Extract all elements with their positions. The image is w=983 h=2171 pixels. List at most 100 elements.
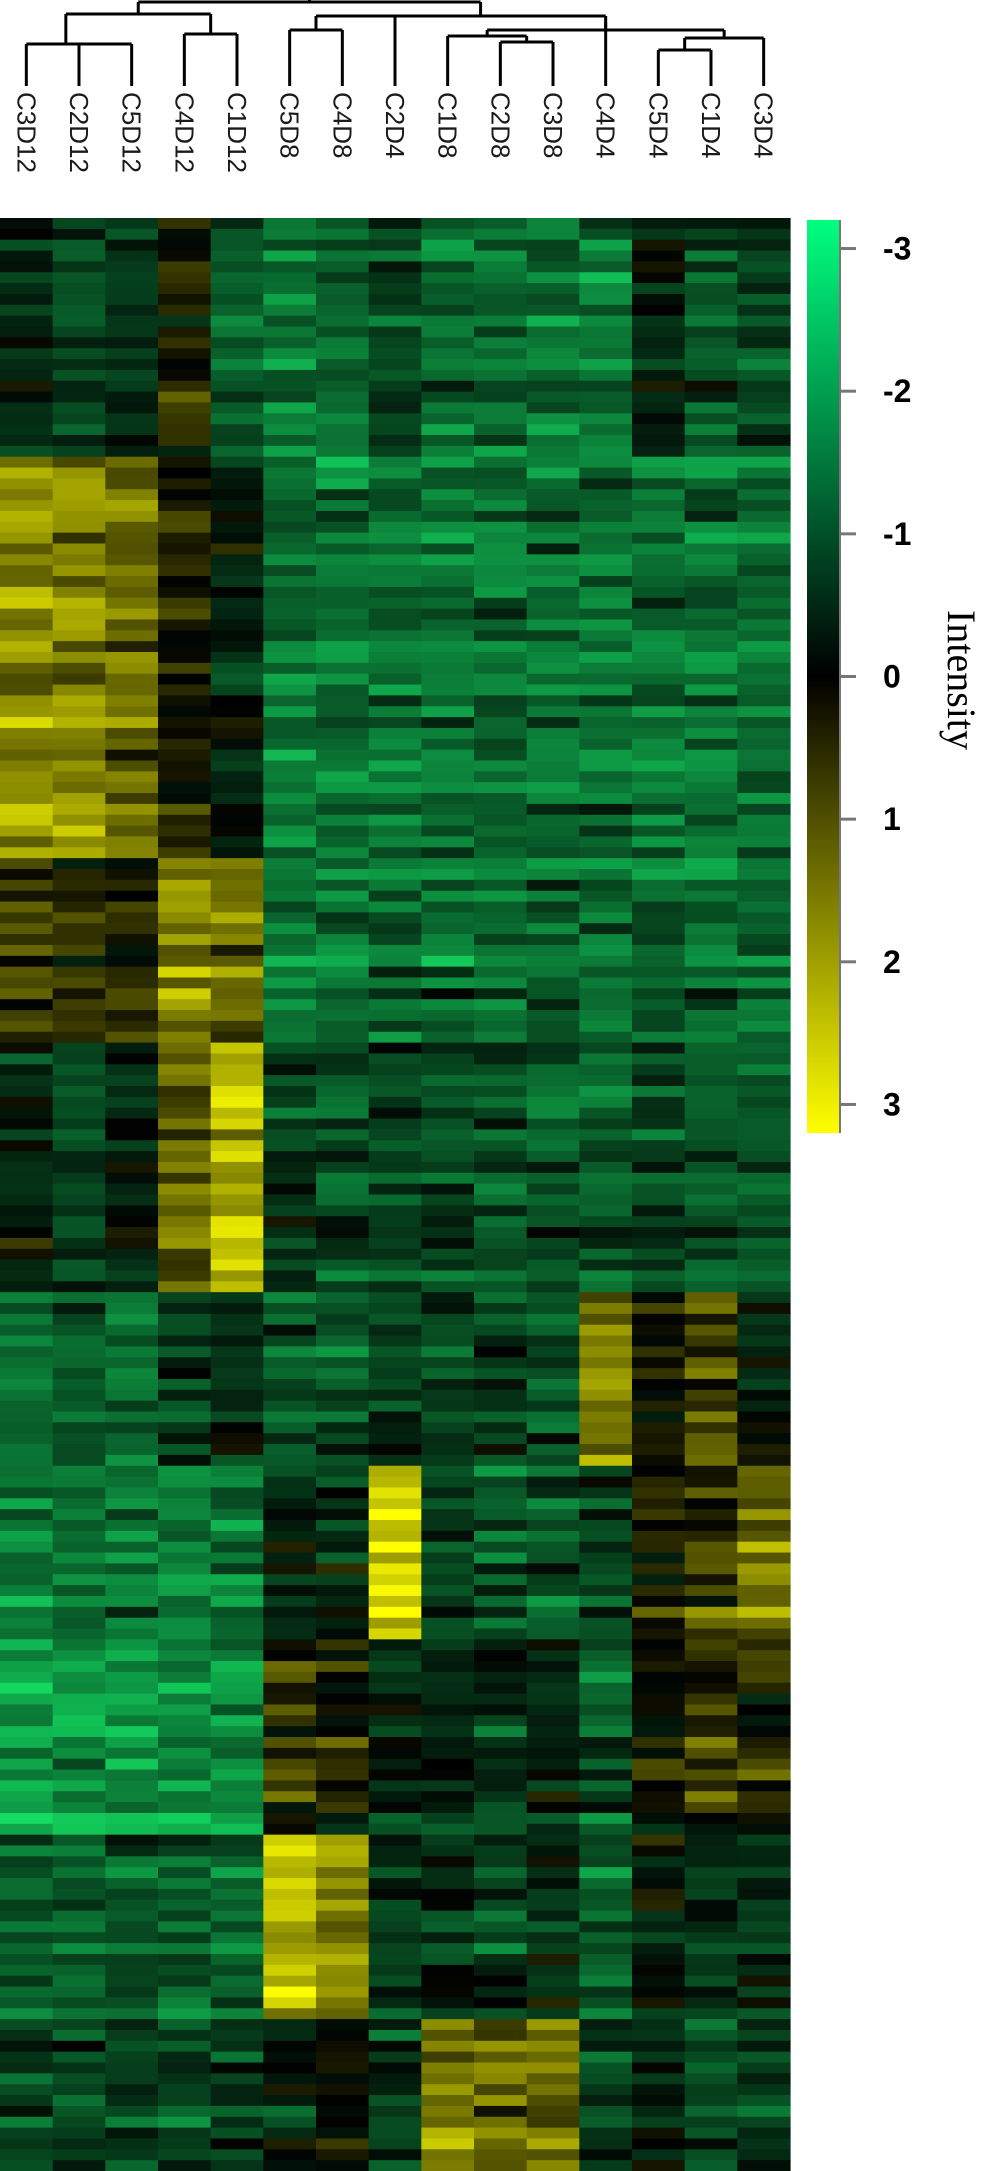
heatmap-cell	[158, 2116, 212, 2129]
heatmap-cell	[316, 315, 370, 328]
heatmap-cell	[579, 1791, 633, 1803]
heatmap-cell	[737, 554, 791, 566]
heatmap-cell	[0, 1899, 54, 1912]
heatmap-cell	[579, 1411, 633, 1423]
heatmap-cell	[105, 1737, 159, 1749]
heatmap-cell	[737, 1335, 791, 1347]
heatmap-cell	[579, 456, 633, 469]
heatmap-cell	[105, 1997, 159, 2009]
heatmap-cell	[158, 1194, 212, 1206]
heatmap-cell	[421, 2073, 475, 2085]
heatmap-cell	[210, 445, 264, 458]
heatmap-cell	[52, 2105, 106, 2118]
heatmap-cell	[421, 630, 475, 642]
heatmap-cell	[737, 261, 791, 273]
heatmap-cell	[579, 1628, 633, 1640]
heatmap-cell	[52, 532, 106, 545]
heatmap-cell	[579, 869, 633, 881]
heatmap-cell	[263, 901, 317, 913]
heatmap-cell	[158, 825, 212, 838]
heatmap-cell	[210, 1498, 264, 1510]
heatmap-cell	[737, 1888, 791, 1901]
heatmap-cell	[105, 1140, 159, 1152]
heatmap-cell	[158, 2051, 212, 2064]
heatmap-cell	[737, 565, 791, 577]
heatmap-cell	[684, 1921, 738, 1933]
heatmap-cell	[421, 597, 475, 610]
heatmap-cell	[263, 1737, 317, 1749]
heatmap-cell	[526, 2095, 580, 2107]
heatmap-cell	[579, 391, 633, 404]
heatmap-cell	[632, 1346, 686, 1358]
heatmap-cell	[52, 1183, 106, 1196]
heatmap-cell	[579, 858, 633, 870]
heatmap-cell	[737, 673, 791, 686]
heatmap-cell	[737, 1487, 791, 1499]
heatmap-cell	[210, 1541, 264, 1554]
heatmap-cell	[158, 901, 212, 913]
heatmap-cell	[210, 782, 264, 794]
heatmap-cell	[105, 2149, 159, 2161]
heatmap-cell	[52, 814, 106, 827]
heatmap-cell	[210, 1129, 264, 1141]
heatmap-cell	[52, 1357, 106, 1369]
heatmap-cell	[368, 1541, 422, 1554]
heatmap-cell	[368, 901, 422, 913]
heatmap-cell	[368, 695, 422, 707]
heatmap-cell	[684, 1910, 738, 1923]
heatmap-cell	[368, 1476, 422, 1489]
heatmap-cell	[579, 2084, 633, 2096]
heatmap-cell	[579, 369, 633, 382]
column-label: C5D8	[275, 92, 305, 158]
heatmap-cell	[421, 228, 475, 241]
heatmap-cell	[368, 435, 422, 447]
heatmap-cell	[52, 879, 106, 892]
heatmap-cell	[316, 1357, 370, 1369]
heatmap-cell	[421, 1259, 475, 1272]
heatmap-cell	[421, 1986, 475, 1998]
heatmap-cell	[0, 413, 54, 425]
heatmap-cell	[105, 467, 159, 479]
heatmap-cell	[263, 608, 317, 621]
heatmap-cell	[0, 1378, 54, 1391]
heatmap-cell	[158, 2029, 212, 2042]
heatmap-cell	[105, 1802, 159, 1814]
heatmap-cell	[263, 1010, 317, 1022]
heatmap-cell	[632, 836, 686, 848]
heatmap-cell	[526, 228, 580, 241]
heatmap-cell	[474, 858, 528, 870]
heatmap-cell	[684, 1216, 738, 1228]
heatmap-cell	[368, 988, 422, 1000]
heatmap-cell	[632, 1693, 686, 1706]
heatmap-cell	[526, 1867, 580, 1879]
heatmap-cell	[526, 261, 580, 273]
heatmap-cell	[263, 489, 317, 501]
heatmap-cell	[684, 1650, 738, 1662]
heatmap-cell	[684, 1509, 738, 1521]
heatmap-cell	[0, 706, 54, 718]
heatmap-cell	[579, 1140, 633, 1152]
heatmap-cell	[368, 1628, 422, 1640]
heatmap-cell	[421, 565, 475, 577]
heatmap-cell	[105, 662, 159, 675]
heatmap-cell	[0, 749, 54, 762]
heatmap-cell	[474, 1867, 528, 1879]
heatmap-cell	[368, 1454, 422, 1467]
heatmap-cell	[316, 955, 370, 968]
heatmap-cell	[474, 1075, 528, 1087]
heatmap-cell	[105, 684, 159, 696]
heatmap-cell	[421, 1975, 475, 1988]
heatmap-cell	[526, 1292, 580, 1304]
heatmap-cell	[0, 369, 54, 382]
heatmap-cell	[210, 1064, 264, 1076]
heatmap-cell	[684, 1856, 738, 1868]
heatmap-cell	[737, 814, 791, 827]
heatmap-cell	[158, 1899, 212, 1912]
heatmap-cell	[158, 793, 212, 805]
heatmap-cell	[316, 1444, 370, 1456]
heatmap-cell	[474, 793, 528, 805]
heatmap-cell	[210, 424, 264, 436]
heatmap-cell	[316, 1617, 370, 1630]
heatmap-cell	[158, 597, 212, 610]
